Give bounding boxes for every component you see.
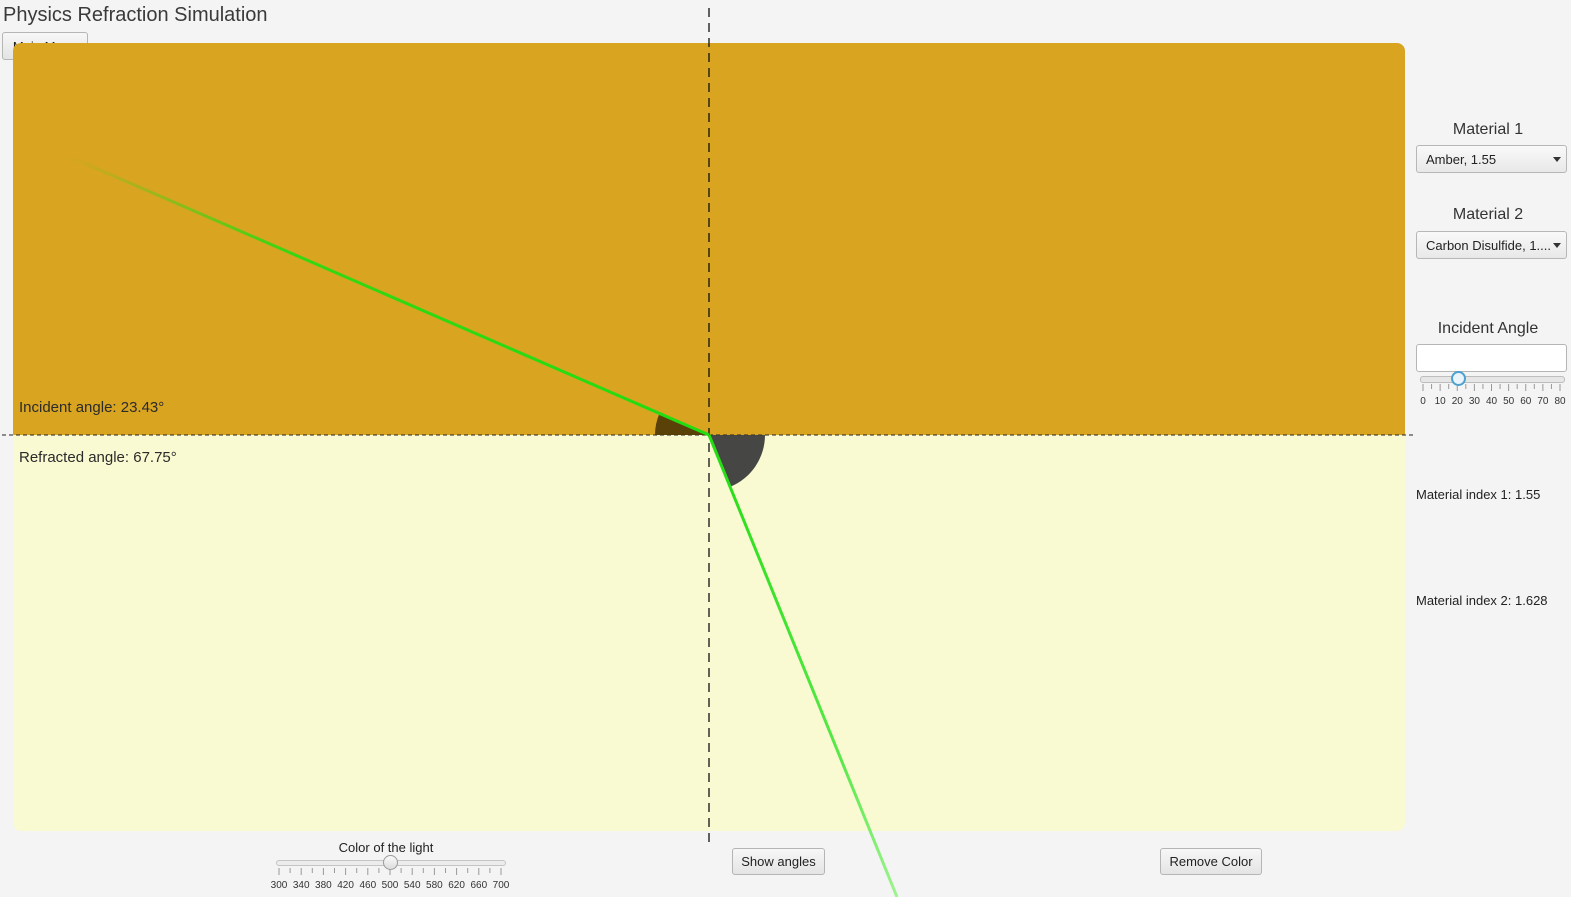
remove-color-button[interactable]: Remove Color — [1160, 848, 1262, 875]
material1-selected-value: Amber, 1.55 — [1426, 152, 1497, 167]
incident-angle-tick-label: 40 — [1485, 396, 1498, 407]
refracted-angle-readout: Refracted angle: 67.75° — [19, 449, 177, 466]
incident-angle-tick-labels: 0 10 20 30 40 50 60 70 80 — [1420, 396, 1566, 408]
show-angles-button[interactable]: Show angles — [732, 848, 825, 875]
refracted-ray — [707, 434, 899, 897]
material1-heading: Material 1 — [1452, 121, 1524, 138]
light-color-tick-label: 580 — [426, 880, 443, 891]
material2-select[interactable]: Carbon Disulfide, 1.... — [1416, 231, 1567, 259]
material2-selected-value: Carbon Disulfide, 1.... — [1426, 238, 1552, 253]
incident-angle-slider-track — [1420, 376, 1565, 383]
window-title: Physics Refraction Simulation — [3, 4, 268, 26]
light-color-tick-label: 620 — [448, 880, 465, 891]
refracted-angle-arc — [709, 435, 765, 487]
material-index-1-readout: Material index 1: 1.55 — [1416, 487, 1541, 502]
material2-heading: Material 2 — [1452, 206, 1524, 223]
light-color-tick-label: 340 — [292, 880, 310, 891]
chevron-down-icon — [1553, 243, 1561, 248]
material-index-2-readout: Material index 2: 1.628 — [1416, 593, 1548, 608]
light-color-slider[interactable]: 300 340 380 420 460 500 540 580 620 660 700 — [271, 855, 510, 895]
light-color-tick-label: 540 — [403, 880, 421, 891]
incident-angle-readout: Incident angle: 23.43° — [19, 399, 165, 416]
light-color-tick-label: 380 — [315, 880, 332, 891]
incident-ray — [69, 155, 710, 437]
light-color-tick-labels: 300 340 380 420 460 500 540 580 620 660 700 — [271, 880, 510, 892]
incident-angle-input[interactable] — [1416, 344, 1567, 372]
light-color-slider-thumb[interactable] — [382, 855, 398, 870]
incident-angle-tick-label: 10 — [1434, 396, 1446, 407]
material1-select[interactable]: Amber, 1.55 — [1416, 145, 1567, 173]
light-color-tick-label: 300 — [270, 880, 288, 891]
incident-angle-tick-label: 60 — [1520, 396, 1532, 407]
light-color-ticks — [278, 868, 502, 875]
light-color-tick-label: 660 — [470, 880, 488, 891]
incident-angle-heading: Incident Angle — [1437, 320, 1539, 337]
light-color-tick-label: 420 — [337, 880, 354, 891]
incident-angle-tick-label: 0 — [1420, 396, 1426, 407]
light-color-tick-label: 700 — [492, 880, 510, 891]
incident-angle-tick-label: 20 — [1451, 396, 1463, 407]
incident-angle-slider-thumb[interactable] — [1451, 371, 1467, 386]
light-color-tick-label: 460 — [359, 880, 377, 891]
incident-angle-tick-label: 50 — [1503, 396, 1515, 407]
incident-angle-slider[interactable]: 0 10 20 30 40 50 60 70 80 — [1420, 370, 1566, 410]
incident-angle-tick-label: 80 — [1554, 396, 1566, 407]
light-color-label: Color of the light — [338, 840, 434, 855]
light-color-tick-label: 500 — [381, 880, 399, 891]
incident-angle-tick-label: 30 — [1468, 396, 1480, 407]
incident-angle-tick-label: 70 — [1537, 396, 1549, 407]
chevron-down-icon — [1553, 157, 1561, 162]
incident-angle-ticks — [1422, 384, 1561, 391]
